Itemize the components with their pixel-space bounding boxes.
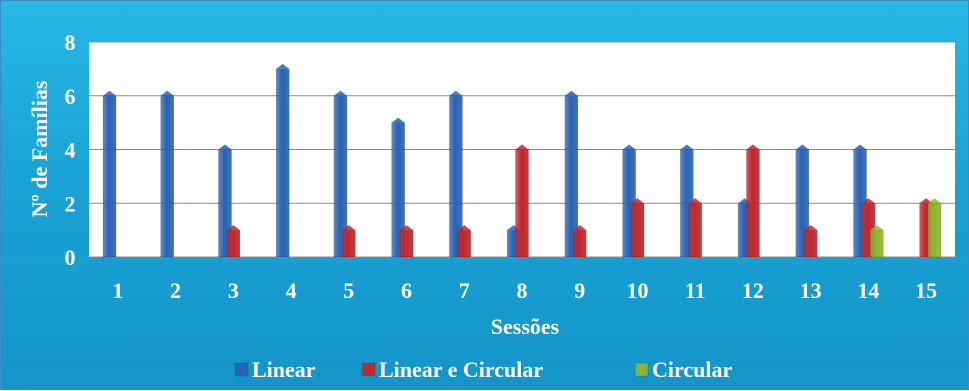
bar-linear-2 bbox=[160, 95, 174, 258]
x-tick-label: 10 bbox=[626, 278, 648, 303]
bar-cap bbox=[573, 225, 587, 231]
x-axis-ticks: 1 2 3 4 5 6 7 8 9 10 11 12 13 14 15 bbox=[112, 278, 937, 303]
bar-cap bbox=[870, 225, 884, 231]
bar-cap bbox=[861, 198, 875, 204]
bar-cap bbox=[333, 90, 347, 96]
x-tick-label: 5 bbox=[343, 278, 354, 303]
legend: Linear Linear e Circular Circular bbox=[234, 357, 732, 382]
bar-linear-4 bbox=[275, 68, 290, 258]
legend-label: Linear bbox=[252, 357, 316, 382]
bar-cap bbox=[515, 144, 529, 150]
y-axis-title: Nº de Famílias bbox=[27, 80, 52, 217]
legend-label: Linear e Circular bbox=[379, 357, 543, 382]
y-tick-label: 8 bbox=[65, 30, 76, 55]
bar-linear-e-circular-11 bbox=[688, 203, 702, 258]
bar-cap bbox=[688, 198, 702, 204]
x-tick-label: 2 bbox=[170, 278, 181, 303]
y-tick-label: 2 bbox=[65, 191, 76, 216]
bar-cap bbox=[457, 225, 471, 231]
bar-cap bbox=[853, 144, 867, 150]
bar-linear-e-circular-7 bbox=[457, 229, 472, 258]
bars bbox=[102, 63, 942, 258]
bar-linear-e-circular-10 bbox=[630, 203, 645, 258]
bar-cap bbox=[449, 90, 463, 96]
bar-linear-e-circular-9 bbox=[572, 229, 587, 258]
bar-cap bbox=[622, 144, 636, 150]
x-tick-label: 6 bbox=[401, 278, 412, 303]
legend-label: Circular bbox=[652, 357, 732, 382]
bar-circular-15 bbox=[927, 203, 942, 258]
x-tick-label: 11 bbox=[685, 278, 706, 303]
bar-cap bbox=[919, 198, 933, 204]
bar-cap bbox=[276, 63, 290, 69]
legend-swatch bbox=[634, 362, 649, 377]
x-axis-title: Sessões bbox=[491, 314, 560, 339]
bar-cap bbox=[342, 225, 356, 231]
bar-cap bbox=[630, 198, 644, 204]
bar-cap bbox=[103, 90, 116, 96]
x-tick-label: 1 bbox=[112, 278, 123, 303]
y-tick-label: 4 bbox=[65, 138, 76, 163]
x-tick-label: 8 bbox=[517, 278, 528, 303]
bar-cap bbox=[218, 144, 232, 150]
bar-cap bbox=[680, 144, 694, 150]
y-tick-label: 6 bbox=[65, 84, 76, 109]
bar-linear-e-circular-3 bbox=[226, 229, 241, 258]
x-tick-label: 12 bbox=[742, 278, 764, 303]
bar-cap bbox=[160, 90, 174, 96]
bar-linear-e-circular-12 bbox=[746, 149, 760, 258]
bar-cap bbox=[226, 225, 240, 231]
y-tick-label: 0 bbox=[65, 245, 76, 270]
bar-circular-14 bbox=[870, 229, 884, 258]
bar-cap bbox=[564, 90, 578, 96]
bar-linear-e-circular-5 bbox=[342, 229, 356, 258]
bar-linear-e-circular-6 bbox=[399, 229, 414, 258]
x-tick-label: 3 bbox=[228, 278, 239, 303]
bar-cap bbox=[804, 225, 818, 231]
legend-swatch bbox=[234, 362, 249, 377]
x-tick-label: 13 bbox=[800, 278, 822, 303]
bar-linear-1 bbox=[102, 95, 117, 258]
bar-linear-e-circular-8 bbox=[515, 149, 529, 258]
x-tick-label: 4 bbox=[286, 278, 297, 303]
bar-cap bbox=[391, 117, 405, 123]
y-axis-ticks: 0 2 4 6 8 bbox=[65, 30, 76, 270]
legend-swatch bbox=[361, 362, 376, 377]
bar-cap bbox=[795, 144, 809, 150]
x-tick-label: 7 bbox=[459, 278, 470, 303]
bar-cap bbox=[928, 198, 941, 204]
bar-cap bbox=[400, 225, 414, 231]
x-tick-label: 14 bbox=[857, 278, 879, 303]
x-tick-label: 15 bbox=[915, 278, 937, 303]
bar-linear-e-circular-13 bbox=[803, 229, 818, 258]
bar-cap bbox=[746, 144, 760, 150]
x-tick-label: 9 bbox=[574, 278, 585, 303]
